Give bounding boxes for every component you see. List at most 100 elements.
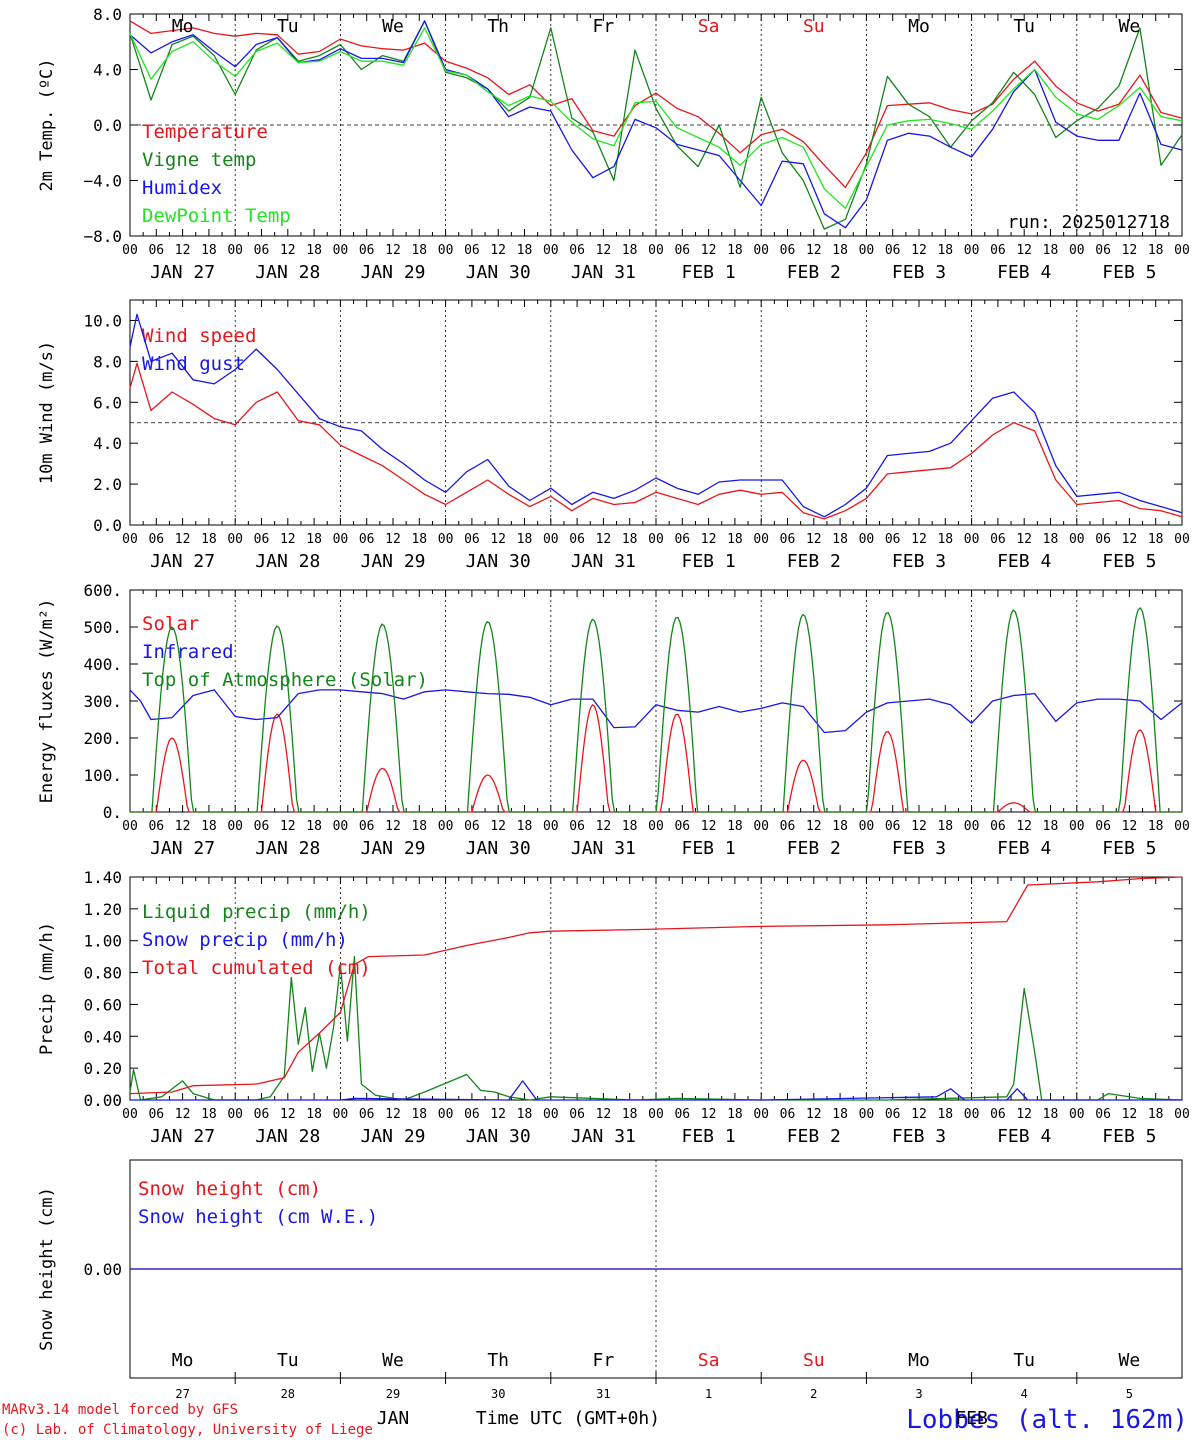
hour-label: 18: [1148, 1107, 1164, 1122]
hour-label: 12: [596, 532, 612, 547]
y-axis-title: 2m Temp. (ºC): [37, 58, 57, 191]
hour-label: 12: [911, 819, 927, 834]
hour-label: 00: [753, 1107, 769, 1122]
date-label: FEB 2: [787, 1126, 841, 1147]
weekday-label: Tu: [1013, 1350, 1035, 1371]
legend-entry: Snow height (cm): [138, 1178, 321, 1200]
y-tick-label: 400.: [83, 655, 122, 674]
hour-label: 00: [122, 243, 138, 258]
y-tick-label: 0.60: [83, 995, 122, 1014]
date-label: JAN 30: [466, 551, 531, 572]
run-label: run: 2025012718: [1007, 212, 1170, 233]
hour-label: 00: [438, 243, 454, 258]
day-number: 1: [705, 1387, 712, 1401]
hour-label: 18: [832, 819, 848, 834]
hour-label: 00: [648, 243, 664, 258]
hour-label: 12: [596, 819, 612, 834]
hour-label: 18: [411, 532, 427, 547]
hour-label: 00: [1069, 243, 1085, 258]
hour-label: 12: [1122, 243, 1138, 258]
hour-label: 12: [490, 243, 506, 258]
date-label: FEB 1: [682, 262, 736, 283]
y-axis-title: Energy fluxes (W/m²): [37, 599, 57, 804]
hour-label: 06: [359, 532, 375, 547]
hour-label: 06: [569, 1107, 585, 1122]
y-tick-label: 1.40: [83, 868, 122, 887]
legend-entry: Total cumulated (cm): [142, 957, 371, 979]
series-line-red: [129, 362, 1183, 520]
hour-label: 06: [359, 1107, 375, 1122]
series-line-blue: [129, 313, 1183, 518]
date-label: JAN 28: [255, 262, 320, 283]
hour-label: 18: [1148, 243, 1164, 258]
hour-label: 18: [517, 532, 533, 547]
weekday-label: Mo: [172, 1350, 194, 1371]
hour-label: 06: [885, 243, 901, 258]
date-label: JAN 29: [360, 1126, 425, 1147]
date-label: FEB 2: [787, 262, 841, 283]
hour-label: 18: [937, 819, 953, 834]
hour-label: 06: [569, 243, 585, 258]
weekday-label: Sa: [698, 1350, 720, 1371]
hour-label: 00: [543, 1107, 559, 1122]
hour-label: 00: [648, 1107, 664, 1122]
hour-label: 12: [806, 532, 822, 547]
credit-line-1: MARv3.14 model forced by GFS: [2, 1402, 238, 1418]
date-label: JAN 31: [571, 262, 636, 283]
hour-label: 18: [201, 819, 217, 834]
hour-label: 00: [1174, 819, 1190, 834]
date-label: JAN 27: [150, 1126, 215, 1147]
hour-label: 18: [517, 819, 533, 834]
hour-label: 06: [569, 819, 585, 834]
date-label: FEB 4: [997, 1126, 1051, 1147]
y-tick-label: 500.: [83, 618, 122, 637]
hour-label: 06: [1095, 243, 1111, 258]
hour-label: 00: [122, 819, 138, 834]
weekday-label: Th: [487, 16, 509, 37]
date-label: JAN 28: [255, 1126, 320, 1147]
date-label: FEB 4: [997, 262, 1051, 283]
hour-label: 00: [333, 532, 349, 547]
date-label: JAN 29: [360, 551, 425, 572]
y-tick-label: 2.0: [93, 475, 122, 494]
time-axis-title: Time UTC (GMT+0h): [476, 1408, 660, 1429]
hour-label: 18: [727, 819, 743, 834]
hour-label: 06: [359, 819, 375, 834]
date-label: JAN 27: [150, 551, 215, 572]
weekday-label: Su: [803, 1350, 825, 1371]
hour-label: 00: [543, 243, 559, 258]
date-label: FEB 2: [787, 838, 841, 859]
weekday-label: Fr: [593, 16, 615, 37]
legend-entry: Infrared: [142, 641, 234, 663]
hour-label: 06: [464, 532, 480, 547]
hour-label: 18: [411, 243, 427, 258]
hour-label: 00: [648, 532, 664, 547]
hour-label: 12: [1016, 532, 1032, 547]
weekday-label: Tu: [277, 1350, 299, 1371]
hour-label: 18: [411, 1107, 427, 1122]
hour-label: 00: [543, 532, 559, 547]
date-label: FEB 3: [892, 1126, 946, 1147]
y-tick-label: 1.20: [83, 900, 122, 919]
hour-label: 00: [1069, 532, 1085, 547]
date-label: FEB 4: [997, 838, 1051, 859]
hour-label: 06: [780, 243, 796, 258]
panel-4: 1.40 1.20 1.00 0.80 0.60 0.40 0.20 0.00 Precip (…: [37, 868, 1190, 1147]
day-number: 27: [175, 1387, 189, 1401]
hour-label: 00: [438, 1107, 454, 1122]
hour-label: 00: [543, 819, 559, 834]
hour-label: 12: [806, 243, 822, 258]
hour-label: 12: [911, 532, 927, 547]
date-label: FEB 1: [682, 838, 736, 859]
series-line-red: [129, 876, 1183, 1095]
date-label: JAN 29: [360, 262, 425, 283]
hour-label: 12: [490, 819, 506, 834]
hour-label: 12: [806, 819, 822, 834]
day-number: 28: [281, 1387, 295, 1401]
hour-label: 18: [1148, 819, 1164, 834]
hour-label: 18: [1043, 243, 1059, 258]
y-tick-label: 100.: [83, 766, 122, 785]
hour-label: 00: [1174, 1107, 1190, 1122]
date-label: FEB 1: [682, 1126, 736, 1147]
